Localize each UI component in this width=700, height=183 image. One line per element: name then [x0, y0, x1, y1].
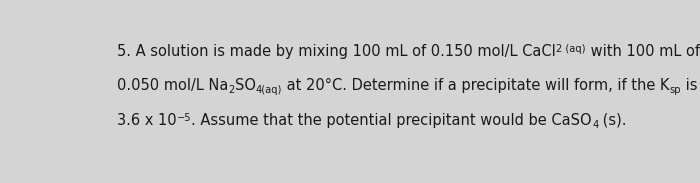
Text: 4(aq): 4(aq) — [256, 85, 282, 95]
Text: sp: sp — [670, 85, 681, 95]
Text: is: is — [681, 78, 698, 93]
Text: 0.050 mol/L Na: 0.050 mol/L Na — [118, 78, 229, 93]
Text: 5. A solution is made by mixing 100 mL of 0.150 mol/L CaCl: 5. A solution is made by mixing 100 mL o… — [118, 44, 556, 59]
Text: with 100 mL of: with 100 mL of — [586, 44, 699, 59]
Text: 3.6 x 10: 3.6 x 10 — [118, 113, 177, 128]
Text: (s).: (s). — [598, 113, 626, 128]
Text: 2 (aq): 2 (aq) — [556, 44, 586, 54]
Text: 2: 2 — [229, 85, 235, 95]
Text: −5: −5 — [177, 113, 192, 123]
Text: . Assume that the potential precipitant would be CaSO: . Assume that the potential precipitant … — [192, 113, 592, 128]
Text: at 20°C. Determine if a precipitate will form, if the K: at 20°C. Determine if a precipitate will… — [282, 78, 670, 93]
Text: SO: SO — [235, 78, 256, 93]
Text: 4: 4 — [592, 120, 598, 130]
